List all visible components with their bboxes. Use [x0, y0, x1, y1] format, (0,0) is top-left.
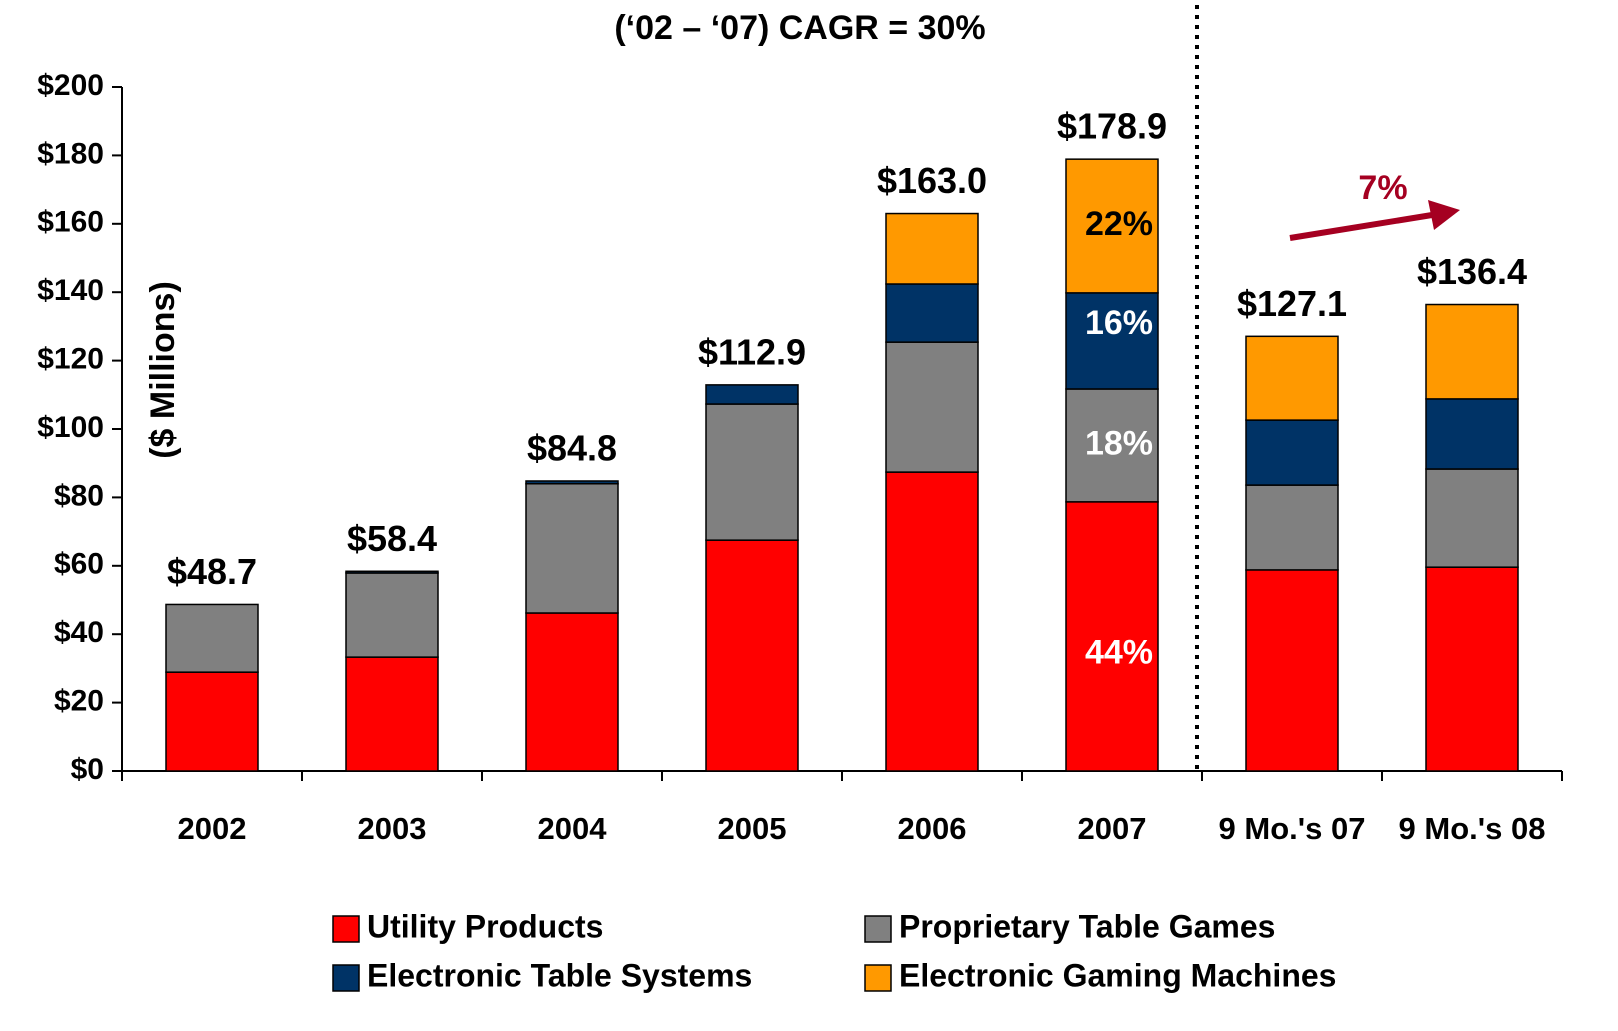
y-axis-label: ($ Millions) [144, 281, 182, 459]
segment-label: 44% [1085, 633, 1153, 671]
segment-label: 18% [1085, 424, 1153, 462]
y-tick-label: $180 [37, 137, 104, 170]
bar-segment [705, 403, 799, 541]
y-tick-label: $20 [54, 685, 104, 718]
legend-label: Utility Products [367, 908, 603, 944]
legend-swatch [864, 915, 892, 943]
bar-segment [1245, 335, 1339, 421]
bar-segment [345, 656, 439, 772]
x-tick-label: 2002 [177, 811, 247, 846]
segment-label: 16% [1085, 304, 1153, 342]
total-label: $112.9 [698, 331, 806, 372]
bar-segment [885, 471, 979, 772]
legend-label: Proprietary Table Games [899, 908, 1275, 944]
bar-segment [1245, 419, 1339, 486]
total-label: $58.4 [347, 518, 437, 559]
total-label: $163.0 [877, 160, 987, 201]
y-tick-label: $200 [37, 69, 104, 102]
legend-swatch [332, 915, 360, 943]
y-tick-label: $160 [37, 206, 104, 239]
segment-label: 22% [1085, 205, 1153, 243]
chart-title: (‘02 – ‘07) CAGR = 30% [614, 9, 985, 47]
x-tick-label: 2006 [897, 811, 967, 846]
bar-segment [885, 283, 979, 343]
y-tick-label: $0 [71, 753, 104, 786]
bar-segment [885, 341, 979, 473]
legend-label: Electronic Gaming Machines [899, 957, 1336, 993]
bar-segment [165, 671, 259, 772]
bar-segment [345, 572, 439, 658]
y-tick-label: $120 [37, 343, 104, 376]
growth-arrow [1289, 212, 1433, 241]
total-label: $178.9 [1057, 106, 1167, 147]
bar-segment [1065, 292, 1159, 390]
total-label: $127.1 [1237, 283, 1347, 324]
x-tick-label: 9 Mo.'s 07 [1218, 811, 1366, 846]
y-tick-label: $100 [37, 411, 104, 444]
total-label: $84.8 [527, 427, 617, 468]
bar-segment [1425, 468, 1519, 568]
bar-segment [1245, 484, 1339, 571]
growth-annotation: 7% [1358, 169, 1407, 207]
bar-segment [1425, 566, 1519, 772]
total-label: $136.4 [1417, 251, 1527, 292]
y-tick-label: $140 [37, 274, 104, 307]
bar-segment [165, 603, 259, 673]
bar-segment [525, 612, 619, 772]
y-tick-label: $60 [54, 548, 104, 581]
bar-segment [525, 480, 619, 485]
legend-swatch [332, 964, 360, 992]
x-tick-label: 2003 [357, 811, 427, 846]
x-tick-label: 2007 [1077, 811, 1147, 846]
bar-segment [1065, 158, 1159, 294]
x-tick-label: 2005 [717, 811, 787, 846]
bar-segment [345, 570, 439, 574]
x-tick-label: 2004 [537, 811, 607, 846]
bar-segment [1245, 569, 1339, 772]
x-tick-label: 9 Mo.'s 08 [1398, 811, 1546, 846]
total-label: $48.7 [167, 551, 257, 592]
bar-segment [885, 212, 979, 285]
legend-swatch [864, 964, 892, 992]
bar-segment [525, 482, 619, 614]
bar-segment [1425, 398, 1519, 470]
y-tick-label: $80 [54, 479, 104, 512]
growth-arrowhead [1428, 200, 1460, 230]
bar-segment [1425, 303, 1519, 400]
legend-label: Electronic Table Systems [367, 957, 752, 993]
bar-segment [705, 539, 799, 772]
bar-segment [705, 384, 799, 405]
y-tick-label: $40 [54, 616, 104, 649]
